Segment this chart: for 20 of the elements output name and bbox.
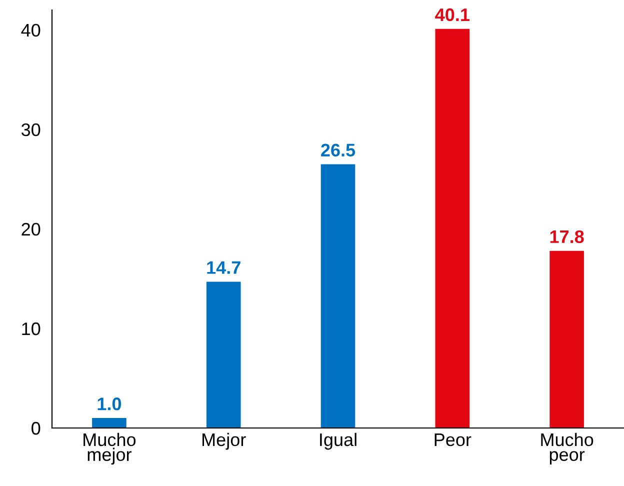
- x-tick-label: Igual: [320, 432, 356, 450]
- bar: [435, 28, 470, 428]
- data-label: 14.7: [207, 261, 240, 274]
- x-tick-label: Mucho peor: [541, 432, 594, 465]
- y-tick-label: 10: [22, 322, 40, 336]
- bar: [550, 250, 584, 428]
- bar: [206, 282, 241, 428]
- data-label: 17.8: [550, 230, 584, 244]
- bar: [320, 164, 356, 428]
- data-label: 40.1: [435, 8, 470, 22]
- y-tick-label: 40: [21, 24, 40, 37]
- bar: [92, 418, 126, 428]
- data-label: 26.5: [321, 144, 356, 157]
- y-tick-label: 0: [32, 422, 40, 435]
- x-tick-label: Mucho mejor: [84, 432, 136, 465]
- y-tick-label: 20: [22, 222, 40, 236]
- x-tick-label: Mejor: [202, 432, 246, 450]
- y-tick-label: 30: [21, 123, 40, 136]
- data-label: 1.0: [98, 398, 122, 410]
- x-tick-label: Peor: [434, 434, 472, 446]
